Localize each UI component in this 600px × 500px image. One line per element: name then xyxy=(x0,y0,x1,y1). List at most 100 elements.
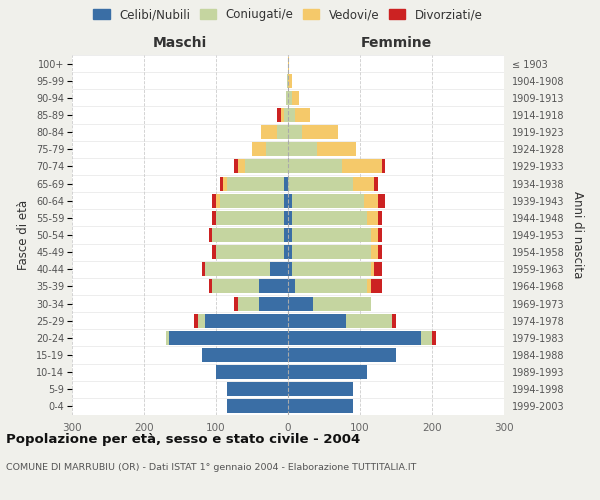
Bar xyxy=(378,194,385,207)
Bar xyxy=(284,108,288,122)
Bar xyxy=(295,108,310,122)
Bar xyxy=(284,245,288,259)
Bar xyxy=(288,365,367,379)
Bar xyxy=(295,280,367,293)
Bar xyxy=(212,245,216,259)
Bar xyxy=(288,296,313,310)
Bar xyxy=(259,296,288,310)
Bar xyxy=(288,228,292,242)
Bar xyxy=(288,160,342,173)
Bar xyxy=(288,125,302,139)
Bar xyxy=(216,365,288,379)
Bar xyxy=(212,194,216,207)
Bar xyxy=(284,176,288,190)
Bar xyxy=(227,400,288,413)
Bar xyxy=(288,382,353,396)
Bar xyxy=(371,262,374,276)
Bar xyxy=(288,74,292,88)
Bar xyxy=(262,125,277,139)
Bar xyxy=(367,280,371,293)
Bar xyxy=(286,91,288,105)
Text: Femmine: Femmine xyxy=(361,36,431,50)
Bar xyxy=(288,280,295,293)
Bar xyxy=(194,314,198,328)
Bar xyxy=(284,228,288,242)
Bar xyxy=(284,211,288,225)
Y-axis label: Anni di nascita: Anni di nascita xyxy=(571,192,584,278)
Bar xyxy=(277,125,288,139)
Bar xyxy=(288,348,396,362)
Bar xyxy=(378,228,382,242)
Legend: Celibi/Nubili, Coniugati/e, Vedovi/e, Divorziati/e: Celibi/Nubili, Coniugati/e, Vedovi/e, Di… xyxy=(93,8,483,22)
Bar xyxy=(288,176,353,190)
Bar xyxy=(202,348,288,362)
Bar xyxy=(227,176,284,190)
Bar xyxy=(342,160,382,173)
Bar xyxy=(281,108,284,122)
Bar xyxy=(353,176,374,190)
Bar xyxy=(287,74,288,88)
Bar xyxy=(252,142,266,156)
Bar xyxy=(292,245,371,259)
Bar xyxy=(346,314,392,328)
Bar xyxy=(292,211,367,225)
Bar xyxy=(374,176,378,190)
Text: Maschi: Maschi xyxy=(153,36,207,50)
Bar xyxy=(198,314,205,328)
Y-axis label: Fasce di età: Fasce di età xyxy=(17,200,31,270)
Bar xyxy=(202,262,205,276)
Bar xyxy=(371,245,378,259)
Bar xyxy=(378,211,382,225)
Bar xyxy=(382,160,385,173)
Bar xyxy=(277,108,281,122)
Bar xyxy=(371,280,382,293)
Bar xyxy=(266,142,288,156)
Bar xyxy=(292,194,364,207)
Bar xyxy=(392,314,396,328)
Bar xyxy=(209,280,212,293)
Bar xyxy=(212,211,216,225)
Bar xyxy=(234,160,238,173)
Bar xyxy=(227,382,288,396)
Bar xyxy=(234,296,238,310)
Bar xyxy=(216,245,284,259)
Bar xyxy=(166,331,169,345)
Bar xyxy=(288,331,421,345)
Bar xyxy=(216,211,284,225)
Bar xyxy=(288,142,317,156)
Text: Popolazione per età, sesso e stato civile - 2004: Popolazione per età, sesso e stato civil… xyxy=(6,432,360,446)
Bar xyxy=(364,194,378,207)
Bar xyxy=(374,262,382,276)
Bar xyxy=(209,228,212,242)
Bar xyxy=(292,262,371,276)
Bar xyxy=(220,194,284,207)
Bar xyxy=(288,314,346,328)
Bar xyxy=(238,160,245,173)
Bar xyxy=(292,228,371,242)
Bar xyxy=(212,228,284,242)
Bar xyxy=(284,194,288,207)
Bar xyxy=(317,142,356,156)
Text: COMUNE DI MARRUBIU (OR) - Dati ISTAT 1° gennaio 2004 - Elaborazione TUTTITALIA.I: COMUNE DI MARRUBIU (OR) - Dati ISTAT 1° … xyxy=(6,462,416,471)
Bar xyxy=(421,331,432,345)
Bar xyxy=(169,331,288,345)
Bar xyxy=(216,194,220,207)
Bar xyxy=(205,314,288,328)
Bar xyxy=(238,296,259,310)
Bar xyxy=(288,194,292,207)
Bar xyxy=(378,245,382,259)
Bar xyxy=(205,262,270,276)
Bar xyxy=(288,108,295,122)
Bar xyxy=(288,262,292,276)
Bar xyxy=(245,160,288,173)
Bar xyxy=(371,228,378,242)
Bar xyxy=(302,125,338,139)
Bar xyxy=(220,176,223,190)
Bar xyxy=(259,280,288,293)
Bar xyxy=(367,211,378,225)
Bar xyxy=(212,280,259,293)
Bar xyxy=(288,91,292,105)
Bar xyxy=(288,56,289,70)
Bar xyxy=(292,91,299,105)
Bar xyxy=(270,262,288,276)
